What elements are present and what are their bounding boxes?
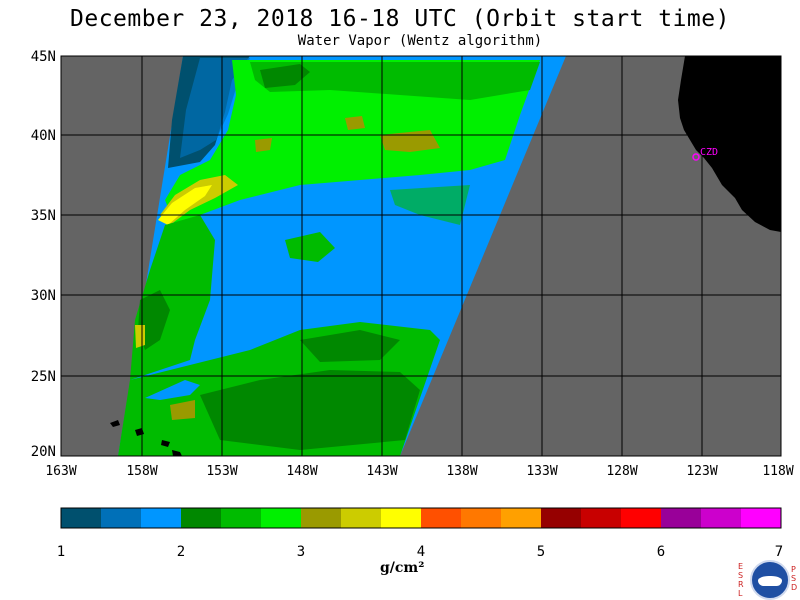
colorbar-swatch xyxy=(101,508,142,528)
land-california xyxy=(678,56,781,232)
lat-label: 20N xyxy=(31,444,56,460)
colorbar-swatch xyxy=(141,508,182,528)
colorbar-swatch xyxy=(461,508,502,528)
swath-region xyxy=(260,64,310,88)
colorbar-tick-label: 7 xyxy=(775,544,783,560)
lon-label: 123W xyxy=(686,464,717,479)
swath-region xyxy=(138,290,170,350)
lon-label: 133W xyxy=(526,464,557,479)
swath-region xyxy=(165,60,540,225)
lon-label: 148W xyxy=(286,464,317,479)
colorbar-swatch xyxy=(581,508,622,528)
lat-label: 25N xyxy=(31,369,56,385)
map-area xyxy=(61,56,781,456)
map-frame xyxy=(60,55,782,457)
page-title: December 23, 2018 16-18 UTC (Orbit start… xyxy=(70,6,730,32)
colorbar-swatch xyxy=(221,508,262,528)
lon-label: 153W xyxy=(206,464,237,479)
swath-region xyxy=(255,138,272,152)
lon-label: 138W xyxy=(446,464,477,479)
swath-region xyxy=(145,380,200,400)
colorbar-swatch xyxy=(621,508,662,528)
land-hawaii xyxy=(110,420,120,427)
colorbar-swatch xyxy=(501,508,542,528)
colorbar-swatch xyxy=(381,508,422,528)
map-gridlines xyxy=(61,56,781,456)
page-subtitle: Water Vapor (Wentz algorithm) xyxy=(297,33,543,49)
colorbar-tick-label: 3 xyxy=(297,544,305,560)
colorbar-tick-labels: 1 2 3 4 5 6 7 xyxy=(57,544,783,560)
lon-labels: 163W 158W 153W 148W 143W 138W 133W 128W … xyxy=(45,464,793,479)
colorbar-swatch xyxy=(421,508,462,528)
colorbar-swatch xyxy=(701,508,742,528)
lon-label: 143W xyxy=(366,464,397,479)
station-label-czd: CZD xyxy=(700,147,718,158)
lat-label: 35N xyxy=(31,208,56,224)
colorbar-swatch xyxy=(261,508,302,528)
colorbar-swatch xyxy=(61,508,102,528)
colorbar-tick-label: 4 xyxy=(417,544,425,560)
colorbar xyxy=(61,508,782,528)
colorbar-swatch xyxy=(341,508,382,528)
noaa-logo-icon xyxy=(750,560,790,600)
swath-region xyxy=(300,330,400,362)
lon-label: 128W xyxy=(606,464,637,479)
swath-region xyxy=(250,62,540,100)
land-hawaii xyxy=(161,440,170,447)
colorbar-swatch xyxy=(741,508,782,528)
colorbar-tick-label: 6 xyxy=(657,544,665,560)
swath-region xyxy=(200,370,420,450)
lat-labels: 45N 40N 35N 30N 25N 20N xyxy=(31,49,56,460)
colorbar-tick-label: 1 xyxy=(57,544,65,560)
colorbar-swatch xyxy=(661,508,702,528)
lon-label: 158W xyxy=(126,464,157,479)
colorbar-tick-label: 5 xyxy=(537,544,545,560)
swath-region xyxy=(135,325,145,348)
colorbar-units: g/cm² xyxy=(380,560,425,576)
lat-label: 40N xyxy=(31,128,56,144)
swath-region xyxy=(170,400,195,420)
swath-region xyxy=(285,232,335,262)
colorbar-swatch xyxy=(181,508,222,528)
lat-label: 45N xyxy=(31,49,56,65)
colorbar-frame xyxy=(60,507,782,529)
colorbar-tick-label: 2 xyxy=(177,544,185,560)
station-marker-czd xyxy=(692,153,700,161)
colorbar-swatch xyxy=(541,508,582,528)
lat-label: 30N xyxy=(31,288,56,304)
lon-label: 118W xyxy=(762,464,793,479)
land-hawaii xyxy=(172,450,182,456)
colorbar-swatch xyxy=(301,508,342,528)
lon-label: 163W xyxy=(45,464,76,479)
swath-region xyxy=(345,116,365,130)
swath-region xyxy=(180,58,250,158)
